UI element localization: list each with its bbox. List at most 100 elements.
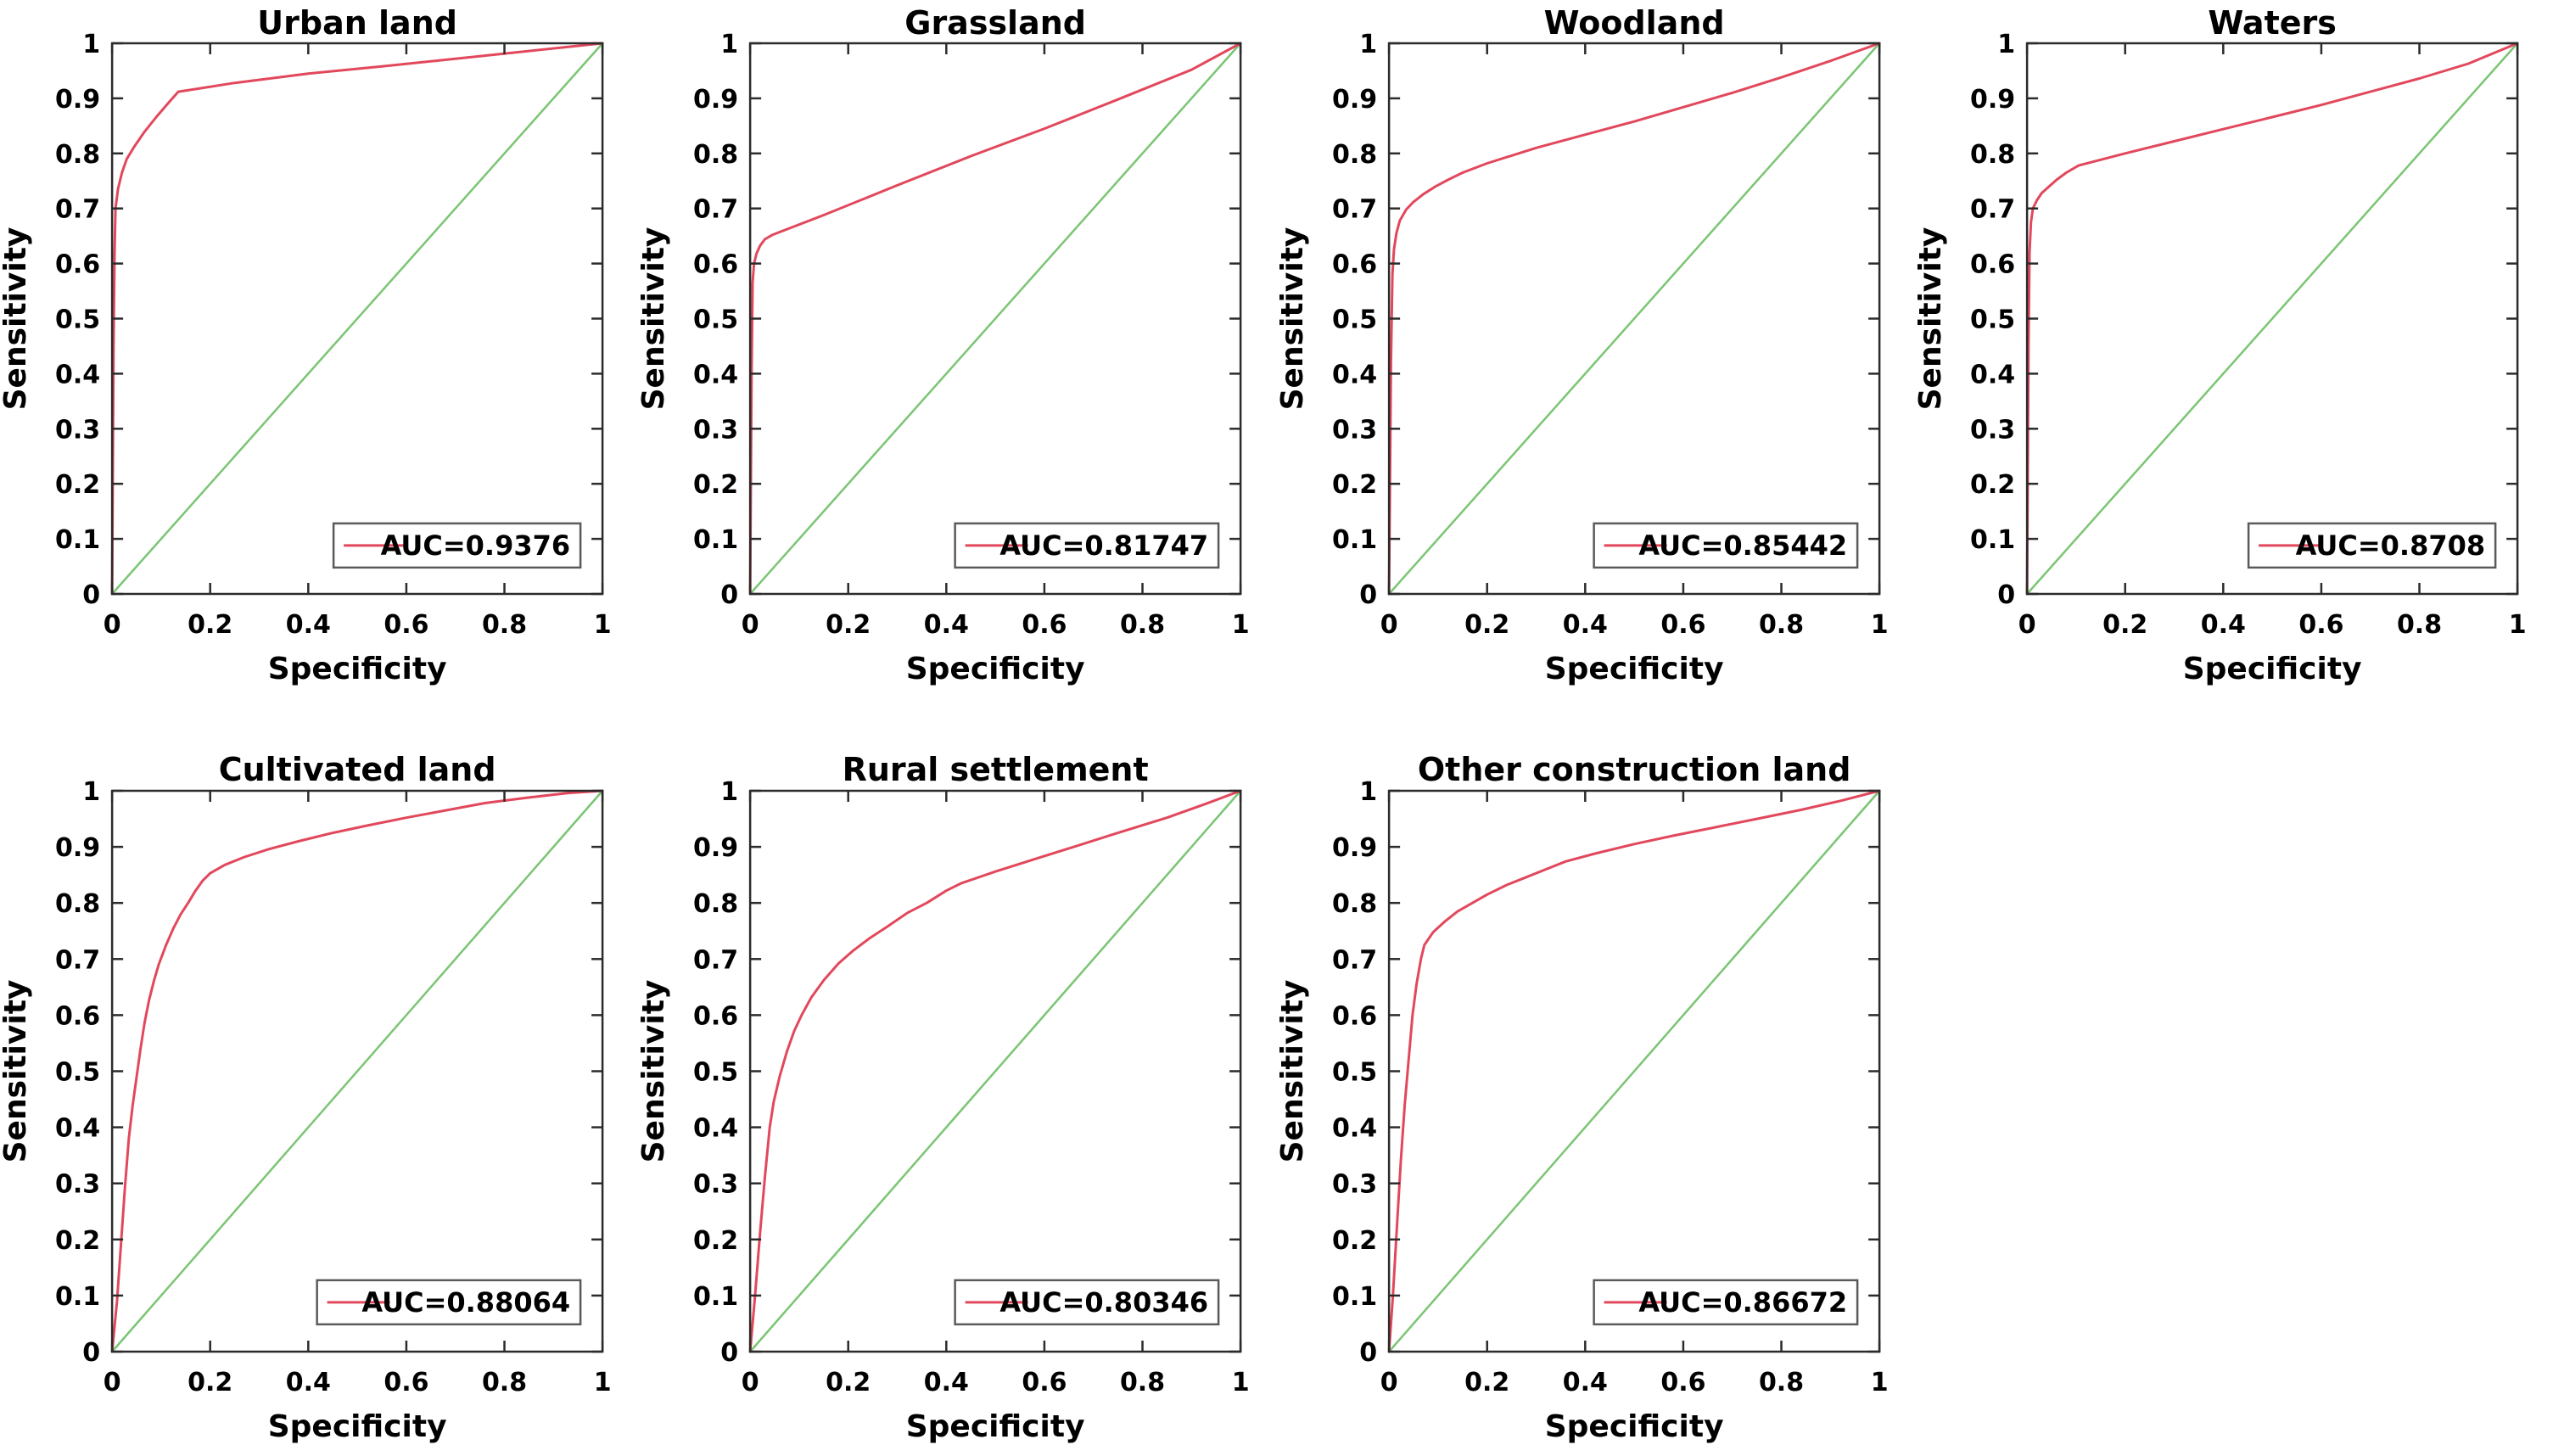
roc-curve [2025,42,2519,596]
y-tick-label: 0.4 [1970,360,2015,389]
x-tick-label: 0 [1380,610,1397,640]
y-axis-label: Sensitivity [1277,227,1310,411]
y-tick-label: 0.4 [693,1114,738,1144]
y-tick-label: 0.8 [1970,140,2015,170]
x-tick-label: 0.6 [1660,1368,1705,1397]
x-tick-label: 0 [104,1368,121,1397]
y-tick-label: 0.1 [1970,525,2015,555]
roc-curve [110,42,604,596]
y-tick-label: 0.1 [55,1282,100,1312]
y-tick-label: 0.8 [55,140,100,170]
legend-auc-label: AUC=0.9376 [381,529,571,562]
x-axis-label: Specificity [2182,652,2361,686]
y-tick-label: 0 [721,580,739,610]
y-tick-label: 1 [82,30,100,59]
legend: AUC=0.81747 [954,522,1220,569]
y-tick-label: 0.7 [1331,195,1376,225]
x-tick-label: 0.4 [924,610,969,640]
roc-plot-cell-urban-land: Urban land 0 0.2 0.4 0.6 0.8 1 0 0.1 0.2 0.3 0.4 0.5… [0,0,638,728]
y-axis-label: Sensitivity [0,980,33,1163]
y-tick-label: 0.9 [1970,85,2015,115]
roc-curve [110,789,604,1353]
legend-auc-label: AUC=0.88064 [361,1286,570,1319]
y-axis-label: Sensitivity [638,980,671,1163]
roc-curve [1387,789,1881,1353]
y-tick-label: 1 [721,30,739,59]
roc-curve [748,789,1242,1353]
y-tick-label: 0.6 [693,1001,738,1031]
y-tick-label: 0.5 [1970,305,2015,335]
y-tick-label: 0.2 [693,1226,738,1256]
plot-title: Other construction land [1417,751,1850,788]
x-tick-label: 1 [2508,610,2526,640]
y-tick-label: 0.4 [693,360,738,389]
y-tick-label: 0.3 [693,1170,738,1200]
y-tick-label: 0 [1997,580,2015,610]
legend-auc-label: AUC=0.80346 [1000,1286,1209,1319]
y-tick-label: 0.1 [693,1282,738,1312]
roc-plot-other-construction-land: Other construction land 0 0.2 0.4 0.6 0.8 1 0 0.… [1277,751,1889,1444]
y-tick-label: 0 [82,1338,100,1368]
y-tick-label: 0.8 [55,889,100,919]
y-tick-label: 0.4 [55,1114,100,1144]
x-tick-label: 0.6 [384,610,428,640]
y-tick-label: 0.6 [693,250,738,280]
roc-curve [748,42,1242,596]
x-tick-label: 0.8 [482,610,527,640]
x-tick-label: 0.4 [1562,1368,1607,1397]
plot-title: Grassland [905,4,1087,42]
x-tick-label: 0 [104,610,121,640]
x-tick-label: 1 [1870,1368,1888,1397]
y-tick-label: 0.3 [1970,415,2015,445]
x-tick-label: 0.8 [1120,610,1165,640]
y-tick-label: 0.8 [1331,889,1376,919]
y-tick-label: 0.2 [693,470,738,500]
legend-auc-label: AUC=0.86672 [1638,1286,1847,1319]
roc-plot-cultivated-land: Cultivated land 0 0.2 0.4 0.6 0.8 1 0 0.1 0.2 0.3 0… [0,751,612,1444]
x-tick-label: 0 [742,610,759,640]
y-tick-label: 0.3 [693,415,738,445]
roc-plot-rural-settlement: Rural settlement 0 0.2 0.4 0.6 0.8 1 0 0.1 0.2 0.3… [638,751,1250,1444]
reference-diagonal [2025,42,2518,595]
x-axis-label: Specificity [1544,1409,1723,1444]
x-axis-label: Specificity [268,1409,447,1444]
y-axis-label: Sensitivity [1277,980,1310,1163]
y-tick-label: 0.5 [1331,1058,1376,1088]
y-tick-label: 0.1 [55,525,100,555]
y-tick-label: 0.1 [1331,525,1376,555]
y-tick-label: 0.6 [55,250,100,280]
y-axis-label: Sensitivity [0,227,33,411]
plot-title: Rural settlement [843,751,1149,788]
x-tick-label: 1 [594,1368,612,1397]
y-tick-label: 0.2 [1331,1226,1376,1256]
y-axis-label: Sensitivity [1915,227,1948,411]
reference-diagonal [749,42,1242,595]
roc-plot-grassland: Grassland 0 0.2 0.4 0.6 0.8 1 0 0.1 0.2 0.3 0.4 0.5 0… [638,4,1250,686]
x-tick-label: 0.4 [286,1368,331,1397]
legend: AUC=0.88064 [316,1279,582,1326]
y-tick-label: 0.1 [1331,1282,1376,1312]
roc-plot-waters: Waters 0 0.2 0.4 0.6 0.8 1 0 0.1 0.2 0.3 0.4 0.5 0.6 0… [1915,4,2527,686]
roc-plot-cell-cultivated-land: Cultivated land 0 0.2 0.4 0.6 0.8 1 0 0.1 0.2 0.3 0… [0,728,638,1456]
legend-auc-label: AUC=0.81747 [1000,529,1209,562]
x-tick-label: 0.8 [1758,610,1803,640]
roc-plot-urban-land: Urban land 0 0.2 0.4 0.6 0.8 1 0 0.1 0.2 0.3 0.4 0.5… [0,4,612,686]
y-tick-label: 0 [82,580,100,610]
x-tick-label: 0.4 [2200,610,2245,640]
empty-cell [1915,728,2553,1456]
y-tick-label: 0.9 [693,85,738,115]
x-tick-label: 0.8 [1758,1368,1803,1397]
y-tick-label: 0 [1359,580,1377,610]
legend: AUC=0.9376 [332,522,582,569]
reference-diagonal [749,790,1242,1352]
y-tick-label: 0.7 [55,195,100,225]
x-tick-label: 0.2 [1464,1368,1509,1397]
x-tick-label: 0 [742,1368,759,1397]
legend-auc-label: AUC=0.8708 [2295,529,2485,562]
y-tick-label: 0.8 [693,140,738,170]
roc-plot-cell-woodland: Woodland 0 0.2 0.4 0.6 0.8 1 0 0.1 0.2 0.3 0.4 0.5 0.… [1277,0,1915,728]
x-axis-label: Specificity [906,1409,1085,1444]
y-tick-label: 0.3 [1331,415,1376,445]
y-tick-label: 0.4 [1331,1114,1376,1144]
y-tick-label: 0.9 [693,833,738,863]
